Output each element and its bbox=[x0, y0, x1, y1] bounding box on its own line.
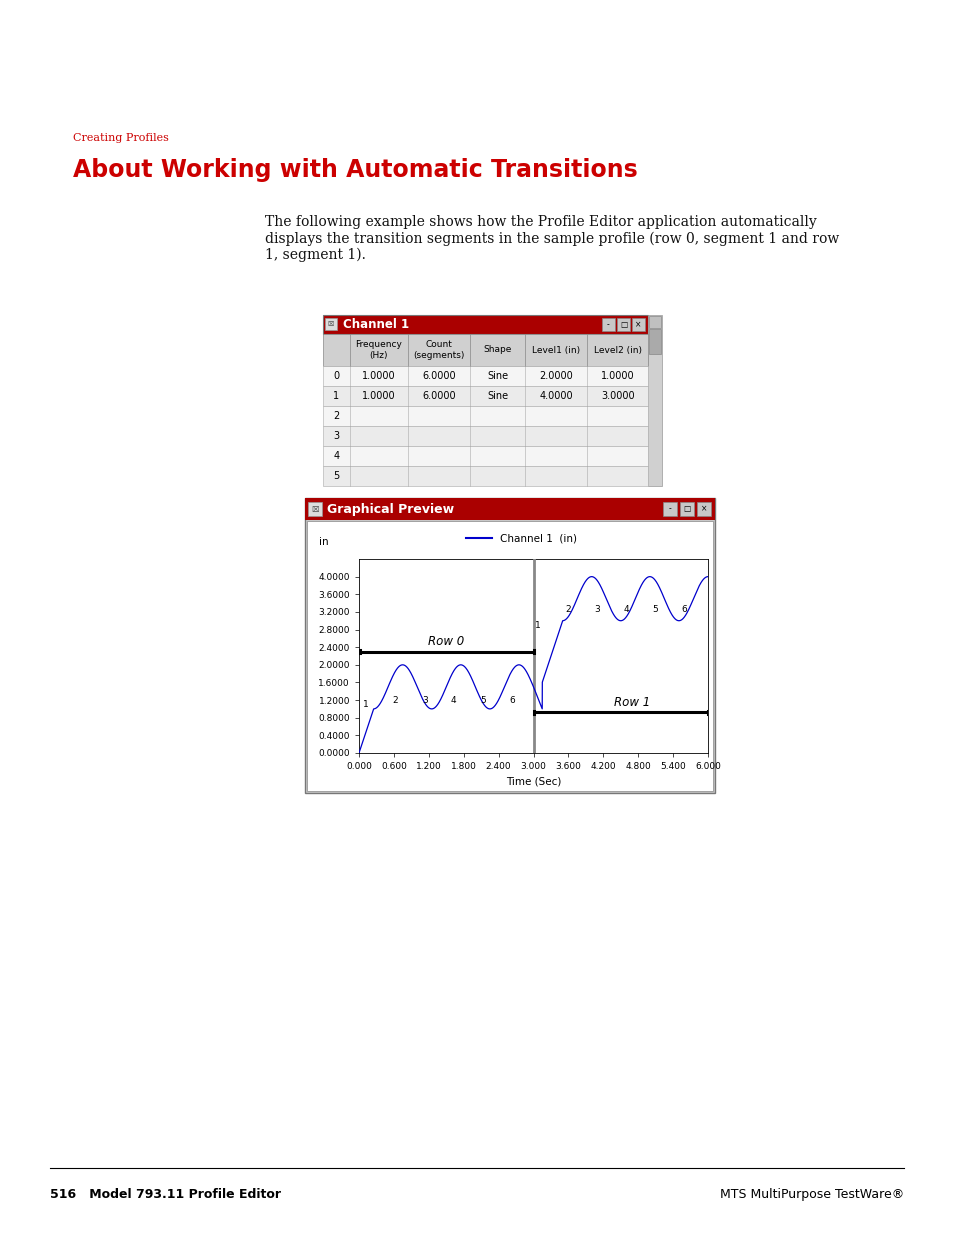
Text: Channel 1: Channel 1 bbox=[343, 317, 409, 331]
Text: MTS MultiPurpose TestWare®: MTS MultiPurpose TestWare® bbox=[719, 1188, 903, 1200]
Text: 5: 5 bbox=[479, 695, 485, 704]
Text: Row 1: Row 1 bbox=[614, 695, 650, 709]
Text: 2: 2 bbox=[565, 605, 571, 614]
Bar bbox=[323, 333, 647, 366]
Text: 1.0000: 1.0000 bbox=[362, 391, 395, 401]
Text: □: □ bbox=[619, 320, 626, 329]
Text: 6.0000: 6.0000 bbox=[422, 370, 456, 382]
Text: 4: 4 bbox=[334, 451, 339, 461]
Bar bbox=[323, 466, 647, 487]
Bar bbox=[647, 315, 661, 487]
Text: Sine: Sine bbox=[486, 370, 508, 382]
Text: 5: 5 bbox=[652, 605, 658, 614]
Text: 1.0000: 1.0000 bbox=[600, 370, 634, 382]
Bar bbox=[305, 498, 714, 520]
Text: Row 0: Row 0 bbox=[428, 635, 464, 648]
Text: Sine: Sine bbox=[486, 391, 508, 401]
Text: 1: 1 bbox=[363, 700, 369, 709]
Text: -: - bbox=[668, 505, 671, 514]
Bar bbox=[617, 317, 629, 331]
Text: 4: 4 bbox=[623, 605, 629, 614]
Bar bbox=[323, 387, 647, 406]
Bar bbox=[323, 366, 647, 387]
Bar bbox=[662, 501, 677, 516]
Bar bbox=[305, 498, 714, 793]
Bar bbox=[601, 317, 615, 331]
Text: 5: 5 bbox=[333, 471, 339, 480]
Text: 516   Model 793.11 Profile Editor: 516 Model 793.11 Profile Editor bbox=[50, 1188, 281, 1200]
Bar bbox=[308, 501, 322, 516]
Text: Frequency
(Hz): Frequency (Hz) bbox=[355, 341, 402, 359]
Bar bbox=[323, 406, 647, 426]
Text: in: in bbox=[319, 537, 329, 547]
Text: ×: × bbox=[635, 320, 641, 329]
Text: 4.0000: 4.0000 bbox=[538, 391, 572, 401]
Bar bbox=[697, 501, 710, 516]
Text: 3: 3 bbox=[594, 605, 599, 614]
Text: ☒: ☒ bbox=[328, 321, 334, 327]
Legend: Channel 1  (in): Channel 1 (in) bbox=[461, 530, 581, 547]
X-axis label: Time (Sec): Time (Sec) bbox=[505, 777, 560, 787]
Text: 3: 3 bbox=[421, 695, 427, 704]
Text: 0: 0 bbox=[334, 370, 339, 382]
Text: 6.0000: 6.0000 bbox=[422, 391, 456, 401]
Text: Creating Profiles: Creating Profiles bbox=[73, 133, 169, 143]
Text: Level1 (in): Level1 (in) bbox=[532, 346, 579, 354]
Bar bbox=[323, 315, 647, 333]
Text: 4: 4 bbox=[451, 695, 456, 704]
Bar bbox=[631, 317, 644, 331]
Text: 2: 2 bbox=[333, 411, 339, 421]
Text: 6: 6 bbox=[681, 605, 687, 614]
Text: ×: × bbox=[700, 505, 706, 514]
Text: 6: 6 bbox=[509, 695, 515, 704]
Bar bbox=[325, 317, 336, 330]
Text: □: □ bbox=[682, 505, 690, 514]
Text: 2.0000: 2.0000 bbox=[538, 370, 572, 382]
Bar bbox=[679, 501, 693, 516]
Text: 2: 2 bbox=[393, 695, 398, 704]
Text: 3.0000: 3.0000 bbox=[600, 391, 634, 401]
Text: Graphical Preview: Graphical Preview bbox=[327, 503, 454, 515]
Bar bbox=[648, 329, 660, 354]
Text: 1.0000: 1.0000 bbox=[362, 370, 395, 382]
Bar bbox=[323, 446, 647, 466]
Bar bbox=[323, 426, 647, 446]
Text: ☒: ☒ bbox=[311, 505, 318, 514]
Bar bbox=[307, 521, 712, 790]
Text: 1: 1 bbox=[334, 391, 339, 401]
Text: Shape: Shape bbox=[483, 346, 511, 354]
Text: The following example shows how the Profile Editor application automatically
dis: The following example shows how the Prof… bbox=[265, 215, 839, 262]
Text: 3: 3 bbox=[334, 431, 339, 441]
Text: About Working with Automatic Transitions: About Working with Automatic Transitions bbox=[73, 158, 638, 182]
Text: -: - bbox=[606, 320, 609, 329]
Text: Count
(segments): Count (segments) bbox=[413, 341, 464, 359]
Bar bbox=[648, 316, 660, 329]
Text: Level2 (in): Level2 (in) bbox=[594, 346, 641, 354]
Text: 1: 1 bbox=[535, 620, 540, 630]
